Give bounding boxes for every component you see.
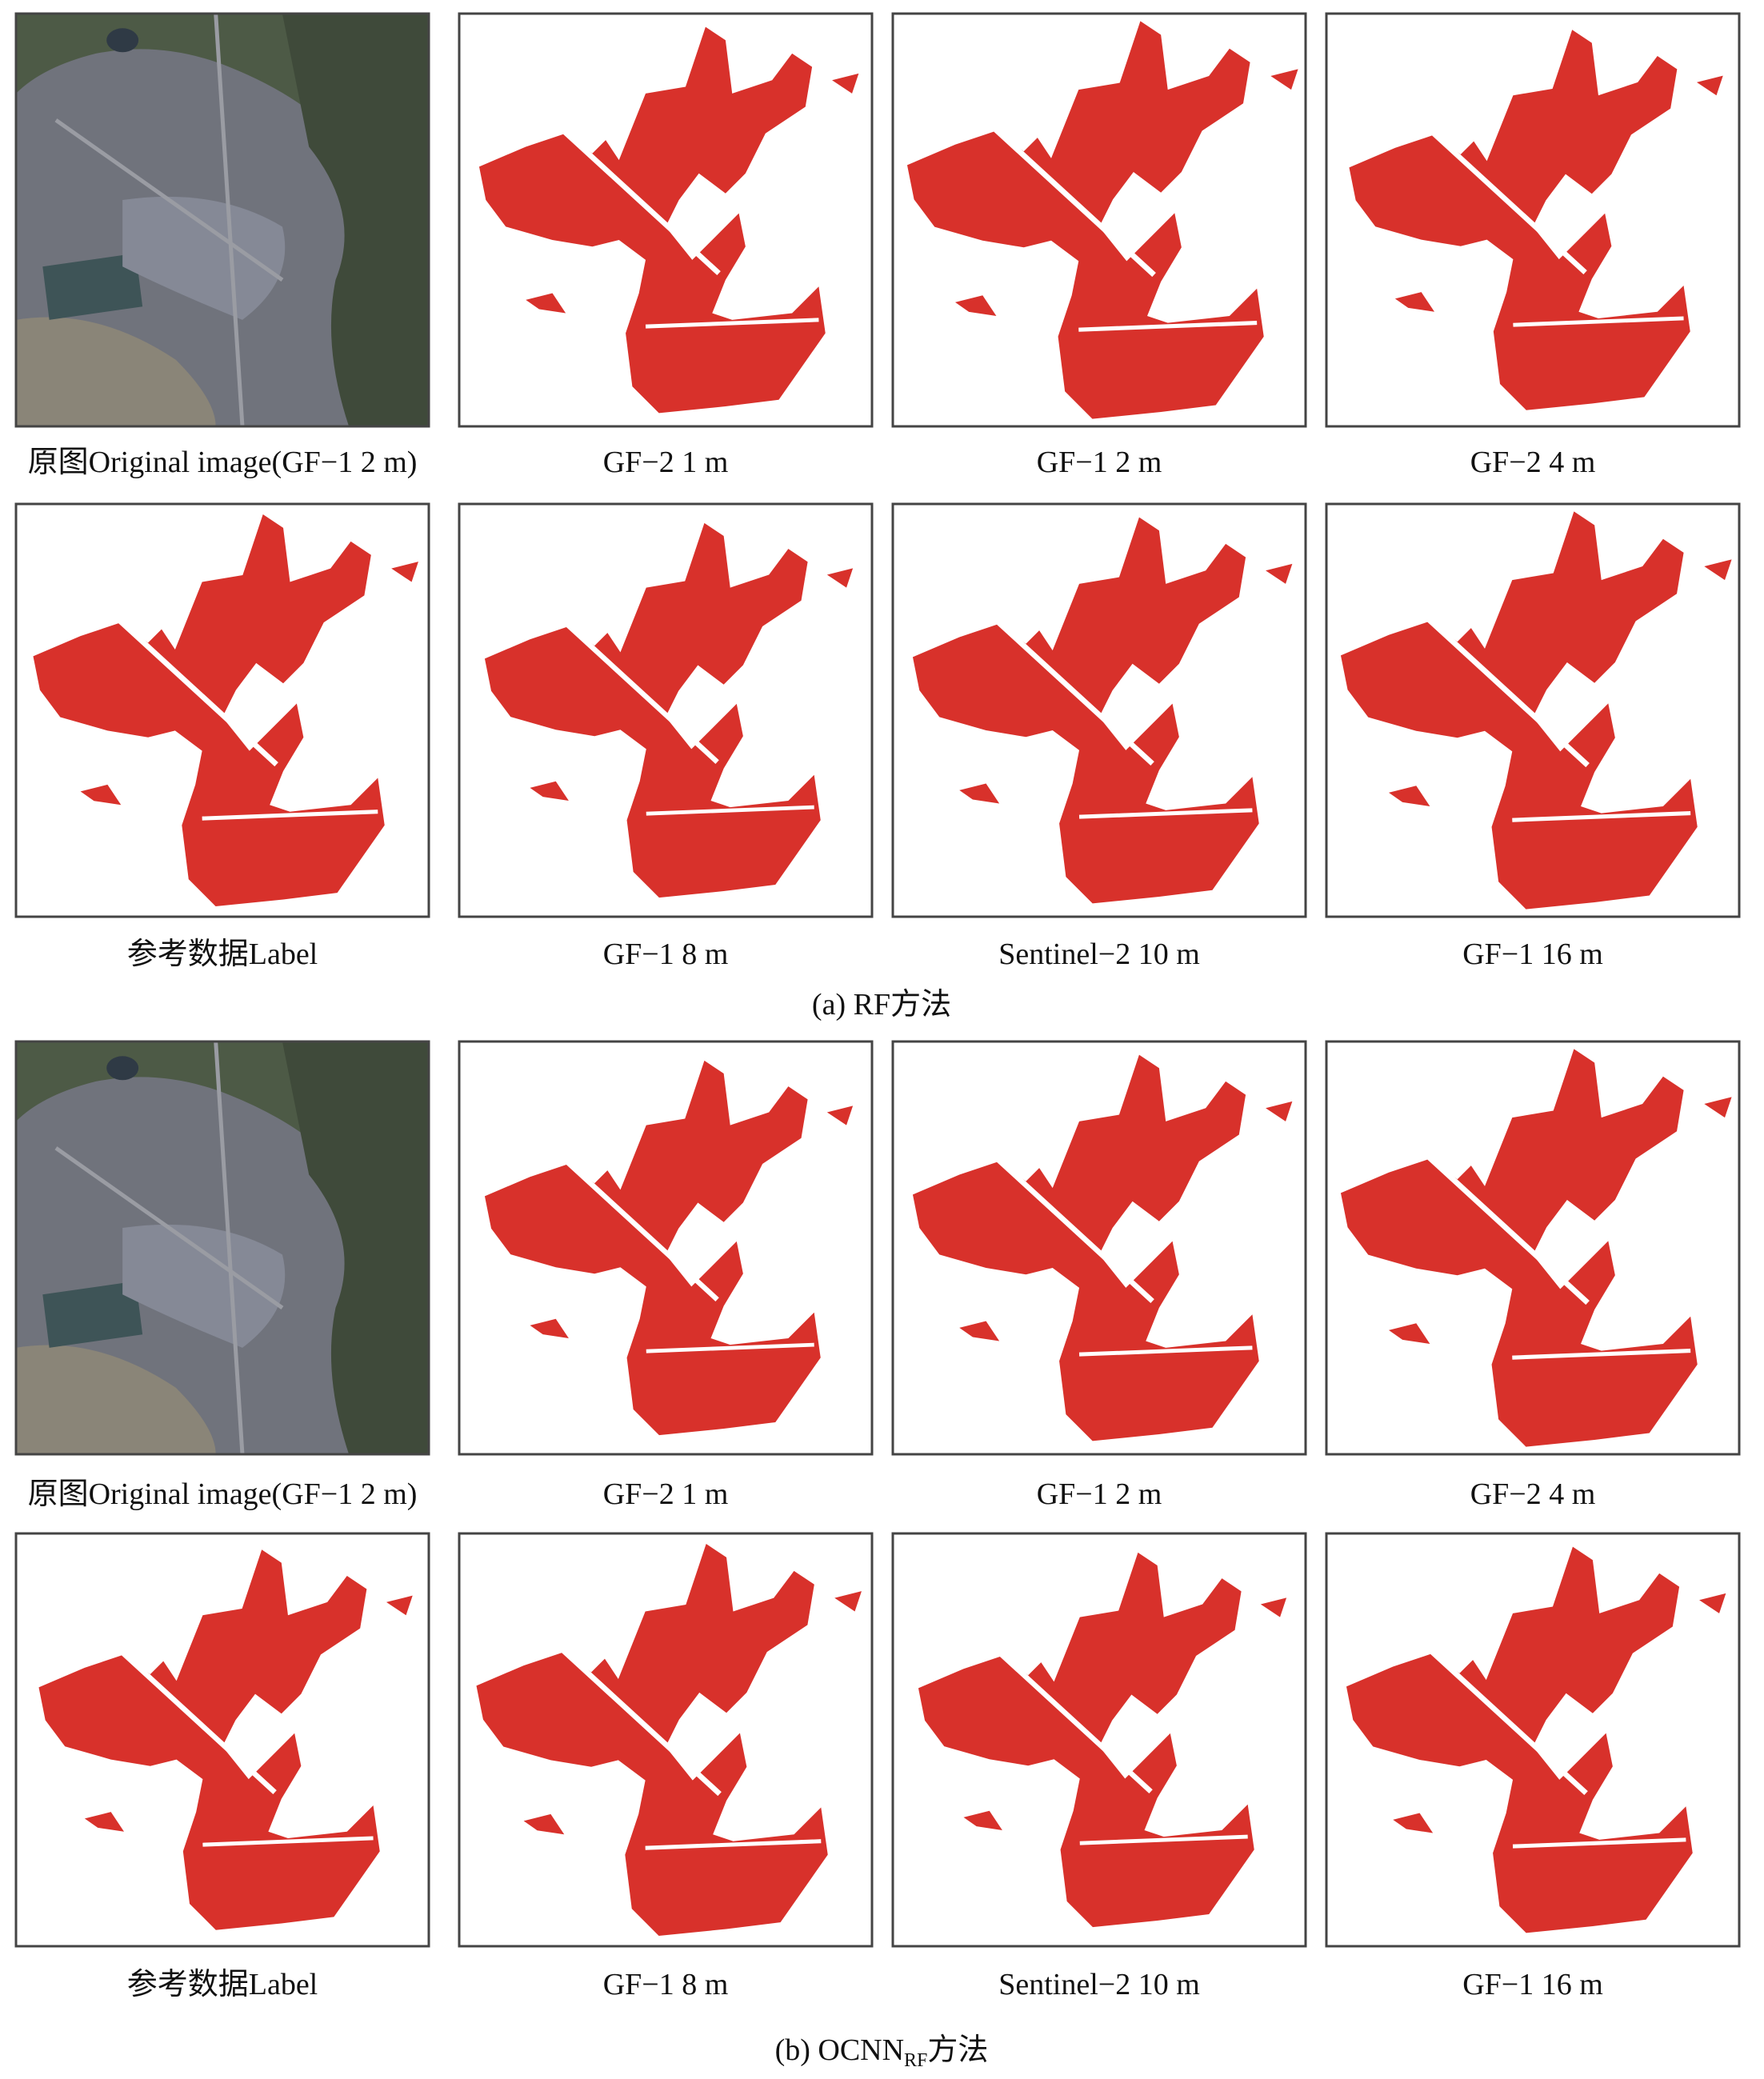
classification-map — [1341, 1049, 1732, 1446]
panel-border — [1325, 12, 1741, 428]
panel-caption: 参考数据Label — [127, 1968, 318, 2001]
panel-caption: 参考数据Label — [127, 938, 318, 971]
satellite-image — [16, 1041, 429, 1454]
panel-border — [458, 12, 874, 428]
caption-text: 方法 — [927, 2033, 988, 2067]
classification-map — [1349, 30, 1722, 410]
panel-caption: GF−1 16 m — [1462, 938, 1603, 971]
panel-caption: GF−2 1 m — [603, 1477, 729, 1511]
panel-caption: GF−2 1 m — [603, 446, 729, 479]
panel: GF−1 2 m — [891, 1040, 1307, 1511]
panel-caption: GF−2 4 m — [1470, 1477, 1596, 1511]
panel-border — [1325, 502, 1741, 918]
panel-caption: GF−1 8 m — [603, 1968, 729, 2001]
classification-map — [33, 514, 418, 906]
classification-map — [913, 518, 1292, 904]
panel-border — [14, 1040, 430, 1456]
classification-map — [1346, 1547, 1726, 1933]
panel-border — [14, 12, 430, 428]
section-caption: (a) RF方法 — [812, 988, 951, 1022]
classification-map — [485, 1061, 853, 1435]
classification-map — [918, 1553, 1286, 1927]
panel: GF−1 16 m — [1325, 1532, 1741, 2001]
panel-caption: GF−1 16 m — [1462, 1968, 1603, 2001]
panel: 参考数据Label — [14, 1532, 430, 2001]
panel: GF−2 1 m — [458, 12, 874, 479]
classification-map — [479, 27, 858, 414]
panel-border — [1325, 1040, 1741, 1456]
panel: Sentinel−2 10 m — [891, 502, 1307, 971]
panel: GF−2 4 m — [1325, 1040, 1741, 1511]
panel: GF−1 8 m — [458, 502, 874, 971]
panel-border — [458, 1532, 874, 1948]
panel: GF−1 8 m — [458, 1532, 874, 2001]
classification-map — [476, 1544, 862, 1936]
panel-caption: 原图Original image(GF−1 2 m) — [28, 1477, 418, 1511]
panel: 原图Original image(GF−1 2 m) — [14, 12, 430, 479]
section-caption: (b) OCNNRF方法 — [775, 2033, 989, 2071]
panel: GF−1 2 m — [891, 12, 1307, 479]
caption-subscript: RF — [904, 2050, 927, 2071]
panel: GF−1 16 m — [1325, 502, 1741, 971]
satellite-image — [16, 14, 429, 426]
panel-caption: Sentinel−2 10 m — [998, 938, 1200, 971]
panel-border — [458, 1040, 874, 1456]
panel-caption: GF−1 2 m — [1037, 1477, 1162, 1511]
classification-map — [38, 1549, 412, 1929]
panel-border — [891, 12, 1307, 428]
panel-border — [14, 502, 430, 918]
panel-caption: Sentinel−2 10 m — [998, 1968, 1200, 2001]
caption-text: (b) OCNN — [775, 2033, 904, 2067]
panel-border — [891, 1532, 1307, 1948]
panel: Sentinel−2 10 m — [891, 1532, 1307, 2001]
panel-border — [1325, 1532, 1741, 1948]
panel-caption: GF−2 4 m — [1470, 446, 1596, 479]
classification-map — [913, 1055, 1292, 1441]
panel-caption: 原图Original image(GF−1 2 m) — [28, 446, 418, 479]
panel-caption: GF−1 2 m — [1037, 446, 1162, 479]
classification-map — [1341, 511, 1732, 909]
panel-border — [14, 1532, 430, 1948]
panel-border — [458, 502, 874, 918]
classification-map — [907, 21, 1298, 418]
panel-caption: GF−1 8 m — [603, 938, 729, 971]
panel-border — [891, 1040, 1307, 1456]
classification-map — [485, 523, 853, 898]
panel: GF−2 4 m — [1325, 12, 1741, 479]
panel-border — [891, 502, 1307, 918]
panel: GF−2 1 m — [458, 1040, 874, 1511]
panel: 原图Original image(GF−1 2 m) — [14, 1040, 430, 1511]
panel: 参考数据Label — [14, 502, 430, 971]
